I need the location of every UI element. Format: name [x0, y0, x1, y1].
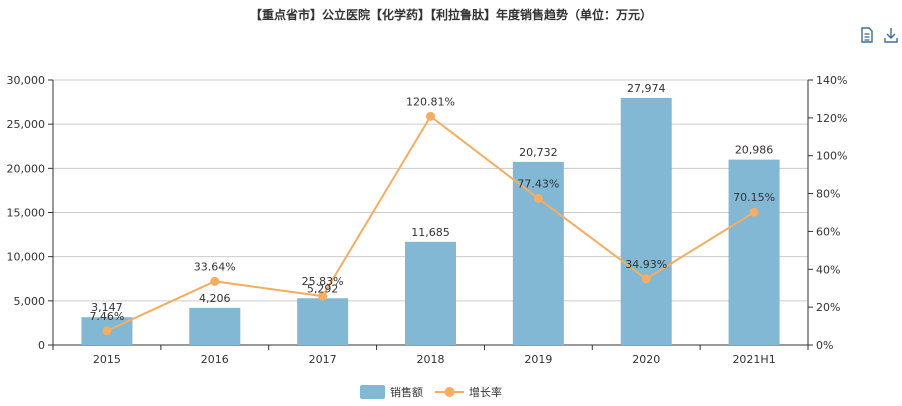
- growth-rate-label: 77.43%: [517, 177, 559, 190]
- left-axis-tick-label: 10,000: [7, 251, 46, 264]
- bar[interactable]: [189, 307, 241, 345]
- chart-title: 【重点省市】公立医院【化学药】【利拉鲁肽】年度销售趋势（单位：万元）: [249, 8, 652, 22]
- bar-value-label: 4,206: [199, 292, 231, 305]
- x-axis-tick-label: 2018: [417, 353, 445, 366]
- growth-rate-point[interactable]: [318, 291, 328, 301]
- bar[interactable]: [512, 161, 564, 345]
- x-axis-tick-label: 2017: [309, 353, 337, 366]
- x-axis-tick-label: 2021H1: [732, 353, 775, 366]
- right-axis-tick-label: 80%: [816, 188, 840, 201]
- legend-swatch-sales[interactable]: [360, 385, 385, 399]
- line-series: [102, 111, 759, 336]
- axes: 0 5,000 10,000 15,000 20,000 25,000 30,000 0% 20…: [7, 74, 848, 366]
- growth-rate-label: 34.93%: [625, 258, 667, 271]
- x-axis-tick-label: 2019: [524, 353, 552, 366]
- growth-rate-label: 33.64%: [194, 260, 236, 273]
- right-axis-tick-label: 20%: [816, 301, 840, 314]
- right-axis-tick-label: 100%: [816, 150, 847, 163]
- bar[interactable]: [728, 159, 780, 345]
- growth-rate-label: 25.83%: [302, 275, 344, 288]
- bar-value-label: 20,732: [519, 146, 558, 159]
- growth-rate-point[interactable]: [426, 111, 435, 121]
- data-view-icon[interactable]: [858, 26, 876, 44]
- left-axis-tick-label: 15,000: [7, 207, 46, 220]
- legend-label-sales: 销售额: [390, 385, 423, 399]
- download-icon[interactable]: [882, 26, 900, 44]
- bar-value-label: 11,685: [411, 226, 450, 239]
- bar[interactable]: [405, 241, 456, 345]
- right-axis-tick-label: 60%: [816, 225, 840, 238]
- x-axis-tick-label: 2016: [201, 353, 229, 366]
- bar-series: [81, 97, 780, 345]
- left-axis-tick-label: 25,000: [7, 118, 46, 131]
- growth-rate-label: 120.81%: [406, 95, 455, 108]
- legend-label-growth: 增长率: [469, 385, 502, 399]
- legend-swatch-growth-marker[interactable]: [444, 387, 455, 397]
- growth-rate-point[interactable]: [210, 276, 220, 286]
- growth-rate-point[interactable]: [102, 326, 112, 336]
- legend: 销售额 增长率: [360, 385, 502, 399]
- right-axis-tick-label: 40%: [816, 263, 840, 276]
- growth-rate-label: 7.46%: [89, 310, 124, 323]
- bar[interactable]: [297, 298, 349, 345]
- bar-value-label: 20,986: [735, 144, 774, 157]
- bar-value-label: 5,292: [307, 282, 339, 295]
- data-labels: 3,147 4,206 5,292 11,685 20,732 27,974 20,986 7…: [89, 82, 775, 323]
- left-axis-tick-label: 20,000: [7, 162, 46, 175]
- right-axis-tick-label: 140%: [816, 74, 847, 87]
- left-axis-tick-label: 0: [38, 339, 45, 352]
- bar-value-label: 27,974: [627, 82, 666, 95]
- growth-rate-point[interactable]: [641, 274, 651, 284]
- growth-rate-point[interactable]: [749, 207, 759, 217]
- right-axis-tick-label: 120%: [816, 112, 847, 125]
- left-axis-tick-label: 30,000: [7, 74, 46, 87]
- growth-rate-label: 70.15%: [733, 191, 775, 204]
- right-axis-tick-label: 0%: [816, 339, 833, 352]
- growth-rate-point[interactable]: [533, 193, 543, 203]
- left-axis-tick-label: 5,000: [14, 295, 46, 308]
- bar-value-label: 3,147: [91, 301, 123, 314]
- x-axis-tick-label: 2020: [632, 353, 660, 366]
- bar[interactable]: [620, 97, 672, 345]
- x-axis-tick-label: 2015: [93, 353, 121, 366]
